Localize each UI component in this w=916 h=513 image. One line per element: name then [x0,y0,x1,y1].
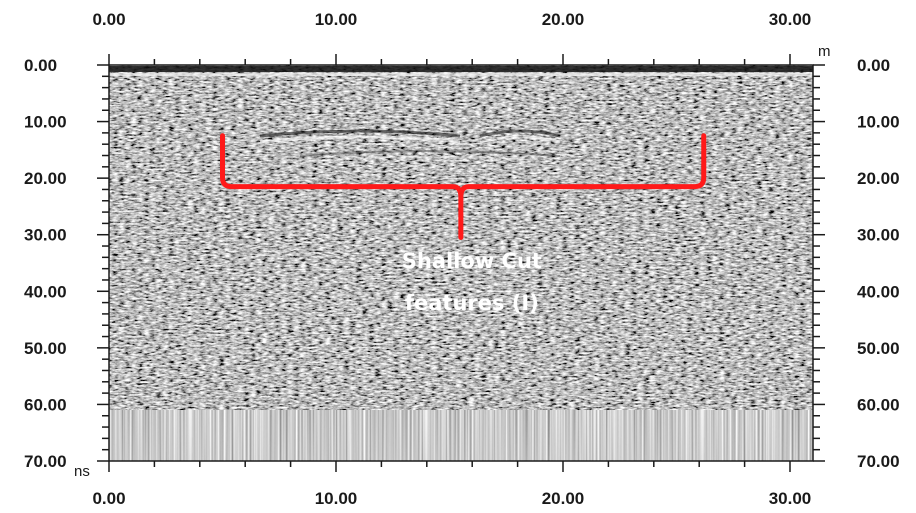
x-axis-unit: m [818,43,831,60]
reflector-band-0 [259,129,461,138]
y-tick-label-left: 10.00 [24,113,67,132]
x-tick-label-bottom: 20.00 [542,489,585,508]
y-tick-label-left: 50.00 [24,339,67,358]
y-axis-unit: ns [74,463,90,480]
reflector-band-2 [479,129,561,138]
y-tick-label-right: 40.00 [857,282,900,301]
surface-reflection [109,66,813,72]
y-tick-label-right: 50.00 [857,339,900,358]
annotation-text-line-2: features (I) [405,291,539,315]
y-tick-label-left: 60.00 [24,395,67,414]
reflector-band-3 [479,135,561,144]
y-tick-label-right: 70.00 [857,452,900,471]
x-tick-label-top: 10.00 [315,10,358,29]
x-axis-ticks [108,54,791,472]
x-tick-label-bottom: 10.00 [315,489,358,508]
plot-frame [108,64,814,462]
y-tick-label-right: 30.00 [857,226,900,245]
y-tick-label-left: 0.00 [24,56,57,75]
y-tick-label-left: 70.00 [24,452,67,471]
reflector-band-1 [259,135,461,144]
surface-reflection-light [109,73,813,76]
reflector-band-5 [299,156,561,163]
annotation-text-line-1: Shallow Cut [402,249,542,273]
x-tick-label-top: 20.00 [542,10,585,29]
y-tick-label-left: 20.00 [24,169,67,188]
x-axis-top-labels: 0.00 10.00 20.00 30.00 [92,10,811,29]
y-tick-label-right: 0.00 [857,56,890,75]
x-tick-label-bottom: 0.00 [92,489,125,508]
reflector-lines [109,66,813,163]
y-tick-label-right: 20.00 [857,169,900,188]
y-tick-label-right: 10.00 [857,113,900,132]
y-tick-label-left: 30.00 [24,226,67,245]
radargram-image [109,65,813,461]
x-tick-label-bottom: 30.00 [769,489,812,508]
annotation: Shallow Cut features (I) [220,133,707,315]
reflector-band-4 [299,150,561,157]
y-axis-right-labels: 0.00 10.00 20.00 30.00 40.00 50.00 60.00 70.00 [857,56,900,471]
no-signal-area [109,410,813,461]
y-tick-label-right: 60.00 [857,395,900,414]
annotation-bracket [220,133,707,241]
y-axis-ticks [97,64,825,462]
y-tick-label-left: 40.00 [24,282,67,301]
x-tick-label-top: 0.00 [92,10,125,29]
x-axis-bottom-labels: 0.00 10.00 20.00 30.00 [92,489,811,508]
x-tick-label-top: 30.00 [769,10,812,29]
y-axis-left-labels: 0.00 10.00 20.00 30.00 40.00 50.00 60.00 70.00 [24,56,67,471]
